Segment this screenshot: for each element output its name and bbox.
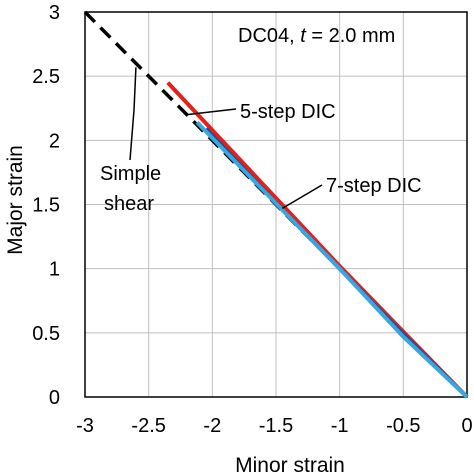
- y-tick-label: 2: [49, 130, 60, 152]
- y-tick-label: 3: [49, 2, 60, 24]
- leader-simple-shear: [129, 67, 137, 161]
- thickness-value: = 2.0 mm: [306, 25, 395, 47]
- y-tick-label: 0.5: [32, 323, 60, 345]
- material-label: DC04,: [238, 25, 300, 47]
- annotation-simple: Simple: [100, 163, 161, 185]
- x-tick-label: -3: [76, 415, 94, 437]
- x-tick-label: -2.5: [131, 415, 165, 437]
- x-tick-label: -0.5: [386, 415, 420, 437]
- annotation-box-label: DC04, t = 2.0 mm: [238, 25, 395, 47]
- leader-5step-dic: [186, 108, 237, 116]
- annotation-5step-dic: 5-step DIC: [240, 101, 336, 123]
- series-line-7-step-dic: [195, 121, 469, 399]
- thickness-symbol: t: [300, 25, 307, 47]
- annotation-layer: [129, 67, 323, 209]
- y-tick-label: 1.5: [32, 195, 60, 217]
- y-tick-label: 1: [49, 259, 60, 281]
- y-tick-labels: 0 0.5 1 1.5 2 2.5 3: [32, 2, 60, 409]
- annotation-shear: shear: [104, 193, 154, 215]
- x-tick-label: 0: [461, 415, 472, 437]
- y-axis-title: Major strain: [4, 145, 27, 255]
- x-tick-labels: -3 -2.5 -2 -1.5 -1 -0.5 0: [76, 415, 472, 437]
- series-layer: [83, 10, 469, 399]
- annotation-7step-dic: 7-step DIC: [326, 175, 422, 197]
- x-tick-label: -1.5: [259, 415, 293, 437]
- y-tick-label: 2.5: [32, 66, 60, 88]
- x-tick-label: -2: [203, 415, 221, 437]
- x-tick-label: -1: [331, 415, 349, 437]
- x-axis-title: Minor strain: [235, 454, 345, 476]
- y-tick-label: 0: [49, 387, 60, 409]
- plot-frame: [84, 11, 468, 398]
- leader-7step-dic: [281, 184, 323, 209]
